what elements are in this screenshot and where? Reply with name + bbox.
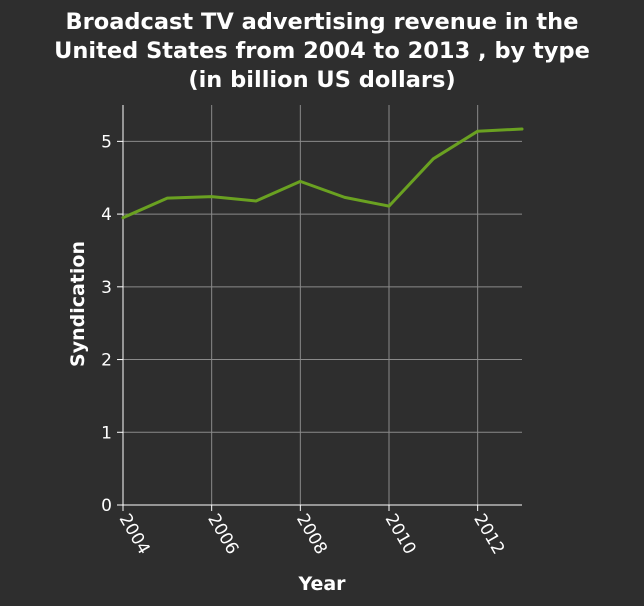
x-tick-label: 2010 bbox=[381, 511, 420, 558]
y-tick-label: 4 bbox=[101, 205, 112, 225]
x-tick-label: 2012 bbox=[469, 511, 508, 558]
y-tick-label: 2 bbox=[101, 351, 112, 371]
plot-area: 0 1 2 3 4 5 2004 2006 2008 2010 2012 bbox=[101, 105, 524, 558]
x-tick-label: 2008 bbox=[292, 511, 331, 558]
x-tick-label: 2006 bbox=[203, 511, 242, 558]
chart-title-line-1: Broadcast TV advertising revenue in the bbox=[66, 9, 579, 35]
y-axis-label: Syndication bbox=[67, 241, 89, 367]
x-tick-label: 2004 bbox=[115, 511, 154, 558]
y-tick-label: 3 bbox=[101, 278, 112, 298]
y-tick-label: 1 bbox=[101, 423, 112, 443]
x-axis-label: Year bbox=[297, 573, 346, 595]
y-tick-label: 5 bbox=[101, 132, 112, 152]
chart-title-line-2: United States from 2004 to 2013 , by typ… bbox=[54, 38, 590, 64]
chart-title-line-3: (in billion US dollars) bbox=[188, 67, 455, 93]
series-line bbox=[121, 127, 524, 220]
y-tick-label: 0 bbox=[101, 496, 112, 516]
